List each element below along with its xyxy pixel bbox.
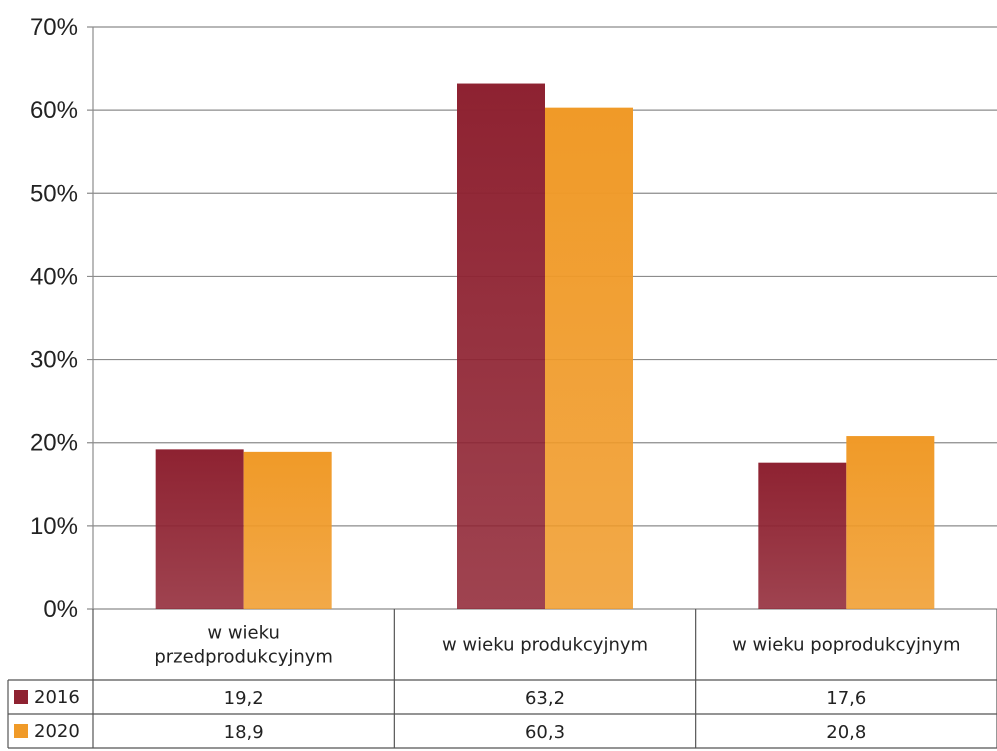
data-label: 20,8: [826, 722, 866, 743]
y-axis: 0% 10% 20% 30% 40% 50% 60% 70%: [30, 14, 94, 623]
data-table: w wieku przedprodukcyjnym w wieku produkcy…: [7, 609, 997, 749]
y-tick-label: 20%: [30, 430, 78, 457]
y-tick-label: 50%: [30, 180, 78, 207]
y-tick-label: 70%: [30, 14, 78, 41]
bar-2020-2: [545, 107, 633, 610]
bar-2020-3: [846, 436, 935, 609]
bar-2020-1: [243, 451, 332, 609]
y-tick-label: 40%: [30, 263, 78, 290]
legend-label-2016: 2016: [34, 687, 80, 708]
legend-key-2020: [14, 724, 28, 738]
data-label: 60,3: [525, 722, 565, 743]
y-tick-label: 10%: [30, 513, 78, 540]
bar-2016-3: [758, 462, 847, 609]
y-tick-label: 30%: [30, 347, 78, 374]
legend-label-2020: 2020: [34, 721, 80, 742]
data-label: 17,6: [826, 688, 866, 709]
data-label: 19,2: [224, 688, 264, 709]
category-label: w wieku poprodukcyjnym: [732, 635, 961, 656]
bars: [155, 83, 935, 610]
legend-key-2016: [14, 690, 28, 704]
data-label: 18,9: [224, 722, 264, 743]
y-tick-label: 0%: [43, 596, 78, 623]
bar-2016-2: [457, 83, 545, 610]
category-label: w wieku produkcyjnym: [442, 635, 648, 656]
y-tick-label: 60%: [30, 97, 78, 124]
category-label: w wieku przedprodukcyjnym: [154, 623, 333, 668]
data-label: 63,2: [525, 688, 565, 709]
bar-2016-1: [155, 449, 244, 609]
